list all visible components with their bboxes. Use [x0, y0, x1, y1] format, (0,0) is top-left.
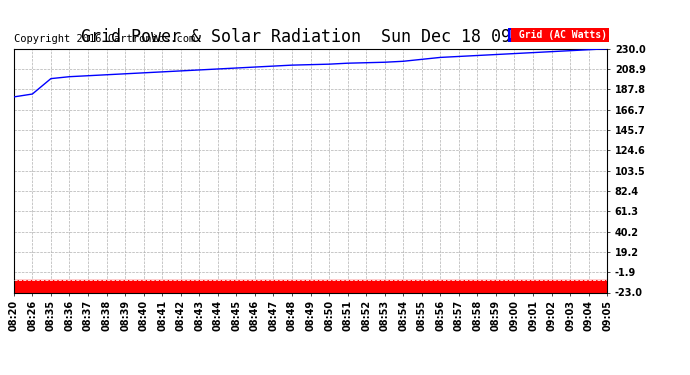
Title: Grid Power & Solar Radiation  Sun Dec 18 09:05: Grid Power & Solar Radiation Sun Dec 18 … — [81, 28, 540, 46]
Text: Grid (AC Watts): Grid (AC Watts) — [513, 30, 607, 40]
Text: Radiation (w/m2): Radiation (w/m2) — [510, 30, 604, 40]
Text: Copyright 2016 Cartronics.com: Copyright 2016 Cartronics.com — [14, 34, 195, 44]
